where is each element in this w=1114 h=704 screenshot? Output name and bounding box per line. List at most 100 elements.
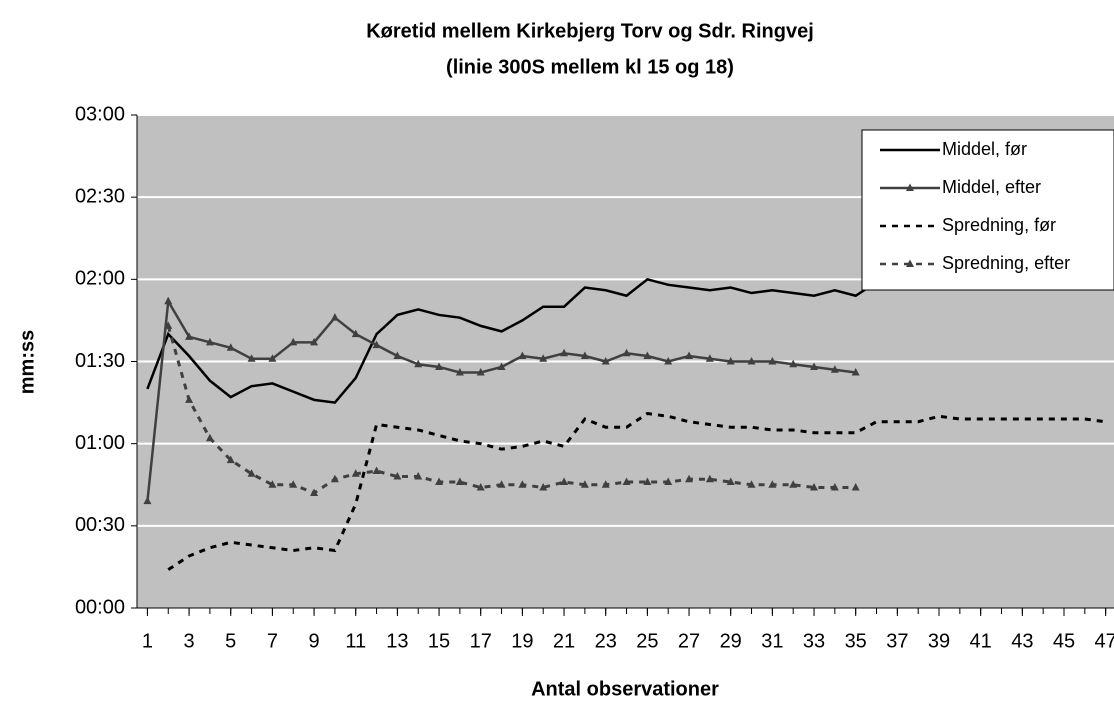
series-marker: [643, 477, 652, 486]
y-tick-label: 01:30: [75, 350, 125, 372]
series-marker: [726, 477, 735, 486]
chart-title: Køretid mellem Kirkebjerg Torv og Sdr. R…: [366, 20, 814, 42]
series-marker: [664, 477, 673, 486]
series-marker: [268, 480, 277, 488]
series-marker: [518, 351, 527, 360]
series-marker: [560, 477, 569, 486]
x-tick-label: 3: [184, 630, 195, 652]
y-tick-label: 00:00: [75, 596, 125, 618]
y-tick-label: 00:30: [75, 514, 125, 536]
series-marker: [747, 357, 756, 365]
series-marker: [330, 313, 339, 321]
x-tick-label: 5: [225, 630, 236, 652]
series-marker: [289, 337, 298, 346]
x-tick-label: 15: [428, 630, 450, 652]
legend-label: Middel, før: [942, 139, 1027, 159]
chart-subtitle: (linie 300S mellem kl 15 og 18): [446, 56, 734, 78]
series-marker: [851, 367, 860, 376]
x-tick-label: 19: [511, 630, 533, 652]
x-tick-label: 7: [267, 630, 278, 652]
x-tick-label: 29: [720, 630, 742, 652]
series-marker: [643, 351, 652, 360]
series-marker: [664, 357, 673, 365]
series-marker: [476, 482, 485, 491]
x-tick-label: 25: [636, 630, 658, 652]
y-tick-label: 02:30: [75, 185, 125, 207]
series-marker: [622, 477, 631, 486]
y-axis-label: mm:ss: [16, 330, 38, 394]
series-line: [166, 325, 856, 495]
series-marker: [601, 357, 610, 365]
series-line: [167, 411, 1106, 571]
series-marker: [789, 359, 798, 368]
series-marker: [705, 354, 714, 362]
series-marker: [601, 480, 610, 488]
series-marker: [289, 480, 298, 488]
series-marker: [810, 482, 819, 491]
x-tick-label: 1: [142, 630, 153, 652]
series-marker: [497, 362, 506, 370]
series-marker: [351, 469, 360, 477]
series-marker: [330, 474, 339, 483]
x-tick-label: 33: [803, 630, 825, 652]
series-marker: [497, 480, 506, 488]
y-tick-label: 03:00: [75, 103, 125, 125]
series-marker: [435, 362, 444, 370]
series-marker: [185, 395, 194, 403]
series-marker: [247, 469, 256, 477]
x-tick-label: 17: [470, 630, 492, 652]
series-marker: [185, 332, 194, 340]
series-marker: [372, 466, 381, 475]
series-marker: [393, 472, 402, 480]
series-marker: [435, 477, 444, 486]
series-marker: [705, 474, 714, 483]
series-marker: [226, 455, 235, 464]
x-tick-label: 47: [1095, 630, 1114, 652]
series-marker: [622, 348, 631, 357]
series-marker: [351, 329, 360, 338]
series-marker: [310, 337, 319, 346]
x-tick-label: 35: [845, 630, 867, 652]
legend-label: Spredning, før: [942, 215, 1056, 235]
legend-label: Spredning, efter: [942, 253, 1070, 273]
series-marker: [205, 337, 214, 346]
legend: Middel, før Middel, efter Spredning, før Sp…: [861, 129, 1114, 291]
series-marker: [247, 354, 256, 362]
series-marker: [851, 482, 860, 491]
series-marker: [539, 482, 548, 491]
x-tick-label: 41: [970, 630, 992, 652]
series-marker: [205, 433, 214, 442]
series-marker: [580, 480, 589, 488]
series-marker: [810, 362, 819, 370]
x-tick-label: 37: [886, 630, 908, 652]
series-marker: [789, 480, 798, 488]
series-marker: [747, 480, 756, 488]
series-marker: [164, 321, 173, 329]
series-marker: [268, 354, 277, 362]
series-marker: [580, 351, 589, 360]
x-tick-label: 9: [309, 630, 320, 652]
series-marker: [830, 482, 839, 491]
y-tick-label: 02:00: [75, 268, 125, 290]
series-marker: [164, 296, 173, 305]
x-tick-label: 13: [386, 630, 408, 652]
legend-marker: [906, 259, 914, 267]
series-marker: [768, 480, 777, 488]
series-marker: [768, 357, 777, 365]
series-marker: [518, 480, 527, 488]
series-marker: [830, 365, 839, 373]
legend-label: Middel, efter: [942, 177, 1041, 197]
series-marker: [226, 343, 235, 351]
series-marker: [393, 351, 402, 360]
series-marker: [455, 367, 464, 376]
x-tick-label: 21: [553, 630, 575, 652]
series-marker: [685, 351, 694, 360]
series-marker: [560, 348, 569, 357]
x-tick-label: 23: [595, 630, 617, 652]
series-marker: [414, 359, 423, 368]
series-marker: [372, 340, 381, 349]
series-marker: [726, 357, 735, 365]
series-marker: [143, 496, 152, 505]
